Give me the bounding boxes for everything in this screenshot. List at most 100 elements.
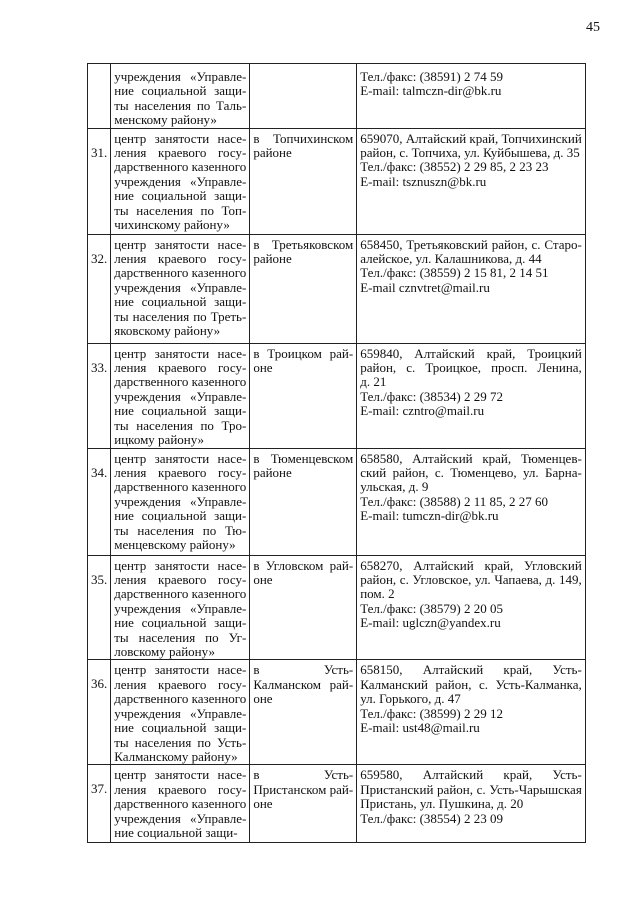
text-line: дарственного казенного	[114, 375, 247, 390]
text-line: оне	[253, 573, 273, 588]
text-line: ления краевого госу-	[114, 466, 247, 481]
text-line: E-mail: tumczn-dir@bk.ru	[360, 509, 499, 524]
text-line: районе	[253, 252, 292, 267]
text-line: район, с. Топчиха, ул. Куйбышева, д. 35	[360, 146, 580, 161]
text-line: Тел./факс: (38554) 2 23 09	[360, 811, 504, 826]
text-line: ние социальной защи-	[114, 509, 247, 524]
text-line: центр занятости насе-	[114, 768, 247, 783]
text-line: ние социальной защи-	[114, 84, 247, 99]
table-row: 31. центр занятости насе-ления краевого г…	[86, 127, 586, 235]
text-line: ления краевого госу-	[114, 573, 247, 588]
location-cell: в Усть- Пристанском рай-оне	[249, 764, 358, 844]
agencies-table: учреждения «Управле-ние социальной защи-…	[86, 63, 586, 844]
text-line: 658270, Алтайский край, Угловский	[360, 558, 582, 573]
text-line: в Третьяковском	[253, 237, 354, 252]
location-cell: в Угловском рай-оне	[249, 554, 358, 661]
text-line: менскому району»	[114, 113, 217, 128]
text-line: Калманскому району»	[114, 749, 238, 764]
text-line: 659840, Алтайский край, Троицкий	[360, 346, 582, 361]
text-line: в Угловском рай-	[253, 558, 354, 573]
location-cell	[249, 63, 358, 129]
address-cell: 658580, Алтайский край, Тюменцев-ский ра…	[356, 447, 586, 556]
row-number	[86, 63, 112, 129]
text-line: учреждения «Управле-	[114, 280, 247, 295]
text-line: пом. 2	[360, 587, 395, 602]
text-line: E-mail: talmczn-dir@bk.ru	[360, 84, 502, 99]
text-line: учреждения «Управле-	[114, 601, 247, 616]
text-line: ние социальной защи-	[114, 189, 247, 204]
text-line: дарственного казенного	[114, 797, 247, 812]
text-line: учреждения «Управле-	[114, 811, 247, 826]
text-line: 659580, Алтайский край, Усть-	[360, 768, 582, 783]
text-line: E-mail: czntro@mail.ru	[360, 404, 485, 419]
organization-cell: центр занятости насе-ления краевого госу…	[110, 659, 251, 766]
text-line: дарственного казенного	[114, 587, 247, 602]
text-line: Калманский район, с. Усть-Калманка,	[360, 677, 582, 692]
text-line: оне	[253, 692, 273, 707]
text-line: учреждения «Управле-	[114, 706, 247, 721]
text-line: 658450, Третьяковский район, с. Старо-	[360, 237, 582, 252]
text-line: 658580, Алтайский край, Тюменцев-	[360, 451, 582, 466]
text-line: ние социальной защи-	[114, 404, 247, 419]
text-line: центр занятости насе-	[114, 663, 247, 678]
row-number: 31.	[86, 127, 112, 235]
text-line: ицкому району»	[114, 433, 205, 448]
table-row: 35. центр занятости насе-ления краевого г…	[86, 554, 586, 661]
address-cell: 658450, Третьяковский район, с. Старо-ал…	[356, 233, 586, 344]
location-cell: в Топчихинском районе	[249, 127, 358, 235]
text-line: ления краевого госу-	[114, 252, 247, 267]
text-line: ский район, с. Тюменцево, ул. Барна-	[360, 466, 582, 481]
text-line: ты населения по Тю-	[114, 523, 247, 538]
row-number: 34.	[86, 447, 112, 556]
text-line: ты населения по Топ-	[114, 203, 247, 218]
text-line: менцевскому району»	[114, 538, 236, 553]
text-line: учреждения «Управле-	[114, 389, 247, 404]
organization-cell: центр занятости насе-ления краевого госу…	[110, 554, 251, 661]
text-line: ления краевого госу-	[114, 782, 247, 797]
text-line: ние социальной защи-	[114, 295, 247, 310]
text-line: Тел./факс: (38579) 2 20 05	[360, 601, 504, 616]
organization-cell: центр занятости насе-ления краевого госу…	[110, 764, 251, 844]
address-cell: 659070, Алтайский край, Топчихинский райо…	[356, 127, 586, 235]
text-line: в Усть-	[253, 663, 354, 678]
text-line: ние социальной защи-	[114, 826, 238, 841]
table-row: учреждения «Управле-ние социальной защи-…	[86, 63, 586, 129]
text-line: ления краевого госу-	[114, 146, 247, 161]
address-cell: Тел./факс: (38591) 2 74 59 E-mail: talmcz…	[356, 63, 586, 129]
table-row: 33. центр занятости насе-ления краевого г…	[86, 342, 586, 449]
organization-cell: центр занятости насе-ления краевого госу…	[110, 342, 251, 449]
location-cell: в Тюменцевском районе	[249, 447, 358, 556]
text-line: ты населения по Таль-	[114, 98, 247, 113]
text-line: ления краевого госу-	[114, 361, 247, 376]
text-line: районе	[253, 146, 292, 161]
text-line: E-mail: tsznuszn@bk.ru	[360, 174, 487, 189]
address-cell: 659840, Алтайский край, Троицкий район, с…	[356, 342, 586, 449]
text-line: учреждения «Управле-	[114, 494, 247, 509]
text-line: алейское, ул. Калашникова, д. 44	[360, 252, 542, 267]
text-line: район, с. Угловское, ул. Чапаева, д. 149…	[360, 573, 582, 588]
text-line: центр занятости насе-	[114, 346, 247, 361]
text-line: E-mail: uglczn@yandex.ru	[360, 616, 501, 631]
table-row: 36. центр занятости насе-ления краевого г…	[86, 659, 586, 766]
organization-cell: центр занятости насе-ления краевого госу…	[110, 233, 251, 344]
location-cell: в Усть- Калманском рай-оне	[249, 659, 358, 766]
address-cell: 658150, Алтайский край, Усть- Калманский …	[356, 659, 586, 766]
location-cell: в Третьяковском районе	[249, 233, 358, 344]
text-line: ул. Горького, д. 47	[360, 692, 461, 707]
location-cell: в Троицком рай-оне	[249, 342, 358, 449]
text-line: ты населения по Усть-	[114, 735, 247, 750]
organization-cell: центр занятости насе-ления краевого госу…	[110, 447, 251, 556]
text-line: 658150, Алтайский край, Усть-	[360, 663, 582, 678]
text-line: ты населения по Тро-	[114, 418, 247, 433]
text-line: Тел./факс: (38599) 2 29 12	[360, 706, 504, 721]
text-line: район, с. Троицкое, просп. Ленина,	[360, 361, 582, 376]
text-line: Тел./факс: (38552) 2 29 85, 2 23 23	[360, 160, 549, 175]
table-row: 32. центр занятости насе-ления краевого г…	[86, 233, 586, 344]
text-line: Калманском рай-	[253, 677, 354, 692]
text-line: ты населения по Треть-	[114, 309, 247, 324]
text-line: центр занятости насе-	[114, 131, 247, 146]
text-line: ления краевого госу-	[114, 677, 247, 692]
row-number: 37.	[86, 764, 112, 844]
text-line: E-mail: ust48@mail.ru	[360, 721, 480, 736]
row-number: 32.	[86, 233, 112, 344]
